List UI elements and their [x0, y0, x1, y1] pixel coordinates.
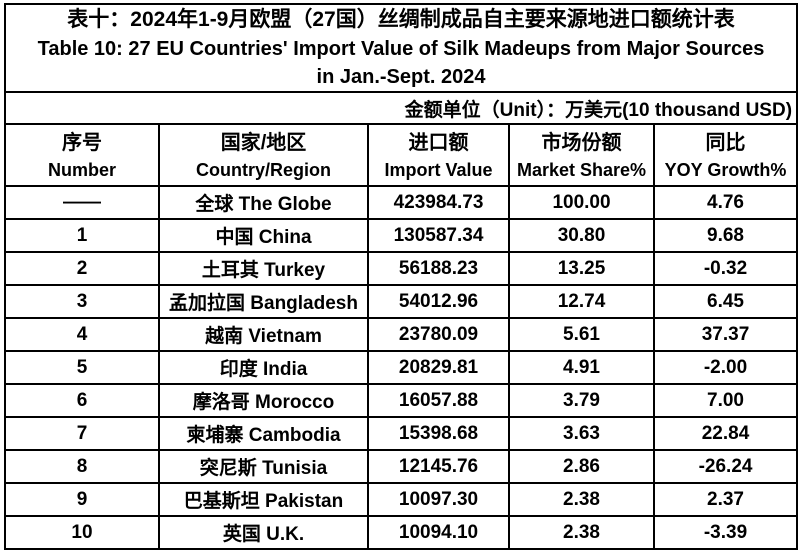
cell-number: 7 — [4, 416, 160, 451]
cell-country: 摩洛哥 Morocco — [158, 383, 369, 418]
cell-country: 突尼斯 Tunisia — [158, 449, 369, 484]
cell-market-share: 12.74 — [508, 284, 655, 319]
cell-import-value: 12145.76 — [367, 449, 510, 484]
cell-market-share: 3.63 — [508, 416, 655, 451]
cell-country: 越南 Vietnam — [158, 317, 369, 352]
table-row-india: 5 印度 India 20829.81 4.91 -2.00 — [4, 350, 799, 385]
cell-import-value: 130587.34 — [367, 218, 510, 253]
col-header-yoy-growth-zh: 同比 — [705, 132, 746, 154]
cell-import-value: 20829.81 — [367, 350, 510, 385]
table-row-globe: —— 全球 The Globe 423984.73 100.00 4.76 — [4, 185, 799, 220]
cell-market-share: 13.25 — [508, 251, 655, 286]
cell-number: 2 — [4, 251, 160, 286]
table-row-tunisia: 8 突尼斯 Tunisia 12145.76 2.86 -26.24 — [4, 449, 799, 484]
col-header-country-zh: 国家/地区 — [220, 132, 307, 154]
cell-country: 全球 The Globe — [158, 185, 369, 220]
col-header-yoy-growth: 同比 YOY Growth% — [652, 123, 799, 187]
title-row: 表十：2024年1-9月欧盟（27国）丝绸制成品自主要来源地进口额统计表 Tab… — [3, 3, 799, 93]
col-header-number-en: Number — [47, 160, 116, 180]
header-row: 序号 Number 国家/地区 Country/Region 进口额 Impor… — [4, 123, 799, 187]
cell-yoy-growth: -26.24 — [652, 449, 799, 484]
cell-country: 中国 China — [158, 218, 369, 253]
cell-market-share: 3.79 — [508, 383, 655, 418]
cell-number: —— — [4, 185, 160, 220]
col-header-market-share-zh: 市场份额 — [541, 132, 622, 154]
col-header-country-en: Country/Region — [196, 160, 331, 180]
cell-yoy-growth: 6.45 — [652, 284, 799, 319]
cell-import-value: 10097.30 — [367, 482, 510, 517]
silk-madeups-import-table: 表十：2024年1-9月欧盟（27国）丝绸制成品自主要来源地进口额统计表 Tab… — [3, 3, 799, 550]
cell-market-share: 100.00 — [508, 185, 655, 220]
table-title-zh: 表十：2024年1-9月欧盟（27国）丝绸制成品自主要来源地进口额统计表 — [67, 8, 735, 31]
cell-country: 印度 India — [158, 350, 369, 385]
col-header-import-value-zh: 进口额 — [408, 132, 469, 154]
cell-number: 3 — [4, 284, 160, 319]
cell-import-value: 423984.73 — [367, 185, 510, 220]
table-row-vietnam: 4 越南 Vietnam 23780.09 5.61 37.37 — [4, 317, 799, 352]
cell-yoy-growth: -2.00 — [652, 350, 799, 385]
table-row-pakistan: 9 巴基斯坦 Pakistan 10097.30 2.38 2.37 — [4, 482, 799, 517]
table-row-bangladesh: 3 孟加拉国 Bangladesh 54012.96 12.74 6.45 — [4, 284, 799, 319]
col-header-import-value-en: Import Value — [384, 160, 493, 180]
col-header-number-zh: 序号 — [62, 132, 102, 154]
col-header-market-share-en: Market Share% — [516, 160, 647, 180]
cell-yoy-growth: 22.84 — [652, 416, 799, 451]
unit-row: 金额单位（Unit）：万美元(10 thousand USD) — [3, 91, 799, 125]
table-row-morocco: 6 摩洛哥 Morocco 16057.88 3.79 7.00 — [4, 383, 799, 418]
col-header-import-value: 进口额 Import Value — [367, 123, 510, 187]
cell-market-share: 30.80 — [508, 218, 655, 253]
cell-market-share: 4.91 — [508, 350, 655, 385]
col-header-country: 国家/地区 Country/Region — [158, 123, 369, 187]
cell-yoy-growth: 2.37 — [652, 482, 799, 517]
cell-number: 1 — [4, 218, 160, 253]
table-row-uk: 10 英国 U.K. 10094.10 2.38 -3.39 — [4, 515, 799, 550]
cell-import-value: 23780.09 — [367, 317, 510, 352]
cell-market-share: 2.38 — [508, 482, 655, 517]
col-header-yoy-growth-en: YOY Growth% — [664, 160, 787, 180]
cell-import-value: 10094.10 — [367, 515, 510, 550]
cell-country: 柬埔寨 Cambodia — [158, 416, 369, 451]
cell-yoy-growth: 37.37 — [652, 317, 799, 352]
cell-import-value: 54012.96 — [367, 284, 510, 319]
table-title-en-line2: in Jan.-Sept. 2024 — [316, 66, 486, 88]
cell-number: 5 — [4, 350, 160, 385]
cell-import-value: 16057.88 — [367, 383, 510, 418]
cell-yoy-growth: 4.76 — [652, 185, 799, 220]
cell-yoy-growth: 7.00 — [652, 383, 799, 418]
cell-market-share: 2.86 — [508, 449, 655, 484]
cell-number: 9 — [4, 482, 160, 517]
cell-number: 4 — [4, 317, 160, 352]
table-row-turkey: 2 土耳其 Turkey 56188.23 13.25 -0.32 — [4, 251, 799, 286]
cell-import-value: 15398.68 — [367, 416, 510, 451]
unit-note: 金额单位（Unit）：万美元(10 thousand USD) — [3, 91, 799, 125]
cell-market-share: 5.61 — [508, 317, 655, 352]
cell-yoy-growth: -3.39 — [652, 515, 799, 550]
cell-country: 土耳其 Turkey — [158, 251, 369, 286]
col-header-number: 序号 Number — [4, 123, 160, 187]
cell-number: 6 — [4, 383, 160, 418]
cell-country: 孟加拉国 Bangladesh — [158, 284, 369, 319]
cell-number: 8 — [4, 449, 160, 484]
table-row-china: 1 中国 China 130587.34 30.80 9.68 — [4, 218, 799, 253]
cell-number: 10 — [4, 515, 160, 550]
table-row-cambodia: 7 柬埔寨 Cambodia 15398.68 3.63 22.84 — [4, 416, 799, 451]
cell-market-share: 2.38 — [508, 515, 655, 550]
table-title-en-line1: Table 10: 27 EU Countries' Import Value … — [37, 38, 765, 60]
cell-import-value: 56188.23 — [367, 251, 510, 286]
cell-country: 巴基斯坦 Pakistan — [158, 482, 369, 517]
cell-yoy-growth: -0.32 — [652, 251, 799, 286]
table-title: 表十：2024年1-9月欧盟（27国）丝绸制成品自主要来源地进口额统计表 Tab… — [3, 3, 799, 93]
cell-country: 英国 U.K. — [158, 515, 369, 550]
cell-yoy-growth: 9.68 — [652, 218, 799, 253]
col-header-market-share: 市场份额 Market Share% — [508, 123, 655, 187]
